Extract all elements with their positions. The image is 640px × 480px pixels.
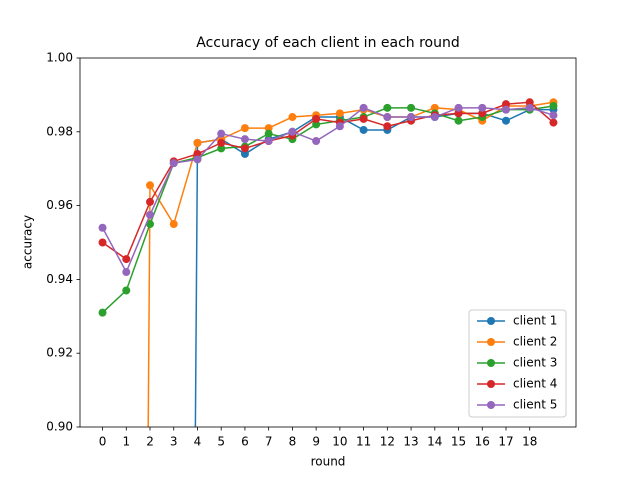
data-point (288, 127, 297, 136)
data-point (193, 155, 202, 164)
y-tick-label: 0.96 (46, 198, 73, 212)
legend-marker (487, 401, 495, 409)
data-point (525, 103, 534, 112)
data-point (383, 122, 392, 131)
data-point (549, 101, 558, 110)
data-point (335, 122, 344, 131)
chart-title: Accuracy of each client in each round (196, 35, 460, 51)
x-tick-label: 4 (194, 435, 202, 449)
x-tick-label: 18 (522, 435, 537, 449)
data-point (501, 116, 510, 125)
x-tick-label: 1 (122, 435, 130, 449)
data-point (217, 129, 226, 138)
data-point (122, 268, 131, 277)
data-point (169, 220, 178, 229)
x-tick-label: 3 (170, 435, 178, 449)
x-tick-label: 16 (475, 435, 490, 449)
data-point (146, 210, 155, 219)
data-point (478, 109, 487, 118)
data-point (454, 103, 463, 112)
data-point (264, 129, 273, 138)
data-point (383, 113, 392, 122)
axes-frame (79, 57, 577, 428)
data-point (217, 144, 226, 153)
data-point (454, 109, 463, 118)
y-tick-label: 0.94 (46, 272, 73, 286)
data-point (359, 125, 368, 134)
data-point (501, 100, 510, 109)
y-tick-label: 0.92 (46, 346, 73, 360)
data-point (312, 137, 321, 146)
legend-label: client 4 (513, 377, 557, 391)
data-point (454, 116, 463, 125)
legend-box (468, 309, 567, 418)
x-tick-label: 17 (498, 435, 513, 449)
data-point (193, 149, 202, 158)
data-point (312, 114, 321, 123)
legend-label: client 2 (513, 335, 557, 349)
x-tick-label: 0 (99, 435, 107, 449)
data-point (359, 114, 368, 123)
legend-label: client 3 (513, 356, 557, 370)
data-point (430, 103, 439, 112)
data-point (264, 137, 273, 146)
x-axis-label: round (311, 455, 346, 469)
data-point (98, 238, 107, 247)
data-point (193, 138, 202, 147)
data-point (407, 103, 416, 112)
x-tick-label: 5 (217, 435, 225, 449)
data-point (264, 124, 273, 133)
data-point (240, 124, 249, 133)
y-axis-label: accuracy (21, 215, 35, 269)
data-point (240, 135, 249, 144)
data-point (525, 98, 534, 107)
plot-area (98, 98, 558, 427)
data-point (122, 255, 131, 264)
x-tick-label: 7 (265, 435, 273, 449)
data-point (98, 223, 107, 232)
y-tick-label: 0.98 (46, 124, 73, 138)
data-point (335, 109, 344, 118)
data-point (549, 118, 558, 127)
data-point (146, 220, 155, 229)
data-point (501, 105, 510, 114)
series-line (147, 101, 554, 427)
data-point (240, 149, 249, 158)
x-tick-label: 15 (451, 435, 466, 449)
x-tick-label: 9 (312, 435, 320, 449)
data-point (240, 144, 249, 153)
data-point (146, 181, 155, 190)
data-point (98, 308, 107, 317)
x-tick-label: 6 (241, 435, 249, 449)
data-point (478, 103, 487, 112)
x-tick-label: 10 (332, 435, 347, 449)
x-tick-label: 11 (356, 435, 371, 449)
legend-marker (487, 317, 495, 325)
x-tick-label: 8 (289, 435, 297, 449)
legend-marker (487, 338, 495, 346)
data-point (549, 111, 558, 120)
data-point (359, 103, 368, 112)
x-tick-label: 2 (146, 435, 154, 449)
data-point (169, 159, 178, 168)
data-point (383, 103, 392, 112)
legend-marker (487, 380, 495, 388)
data-point (407, 113, 416, 122)
data-point (430, 113, 439, 122)
legend-marker (487, 359, 495, 367)
x-tick-label: 12 (380, 435, 395, 449)
y-tick-label: 0.90 (46, 420, 73, 434)
legend-label: client 5 (513, 398, 557, 412)
data-point (122, 286, 131, 295)
x-tick-label: 13 (403, 435, 418, 449)
data-point (217, 138, 226, 147)
data-point (312, 120, 321, 129)
y-tick-label: 1.00 (46, 51, 73, 65)
data-point (146, 197, 155, 206)
x-tick-label: 14 (427, 435, 442, 449)
data-point (288, 113, 297, 122)
legend-label: client 1 (513, 314, 557, 328)
